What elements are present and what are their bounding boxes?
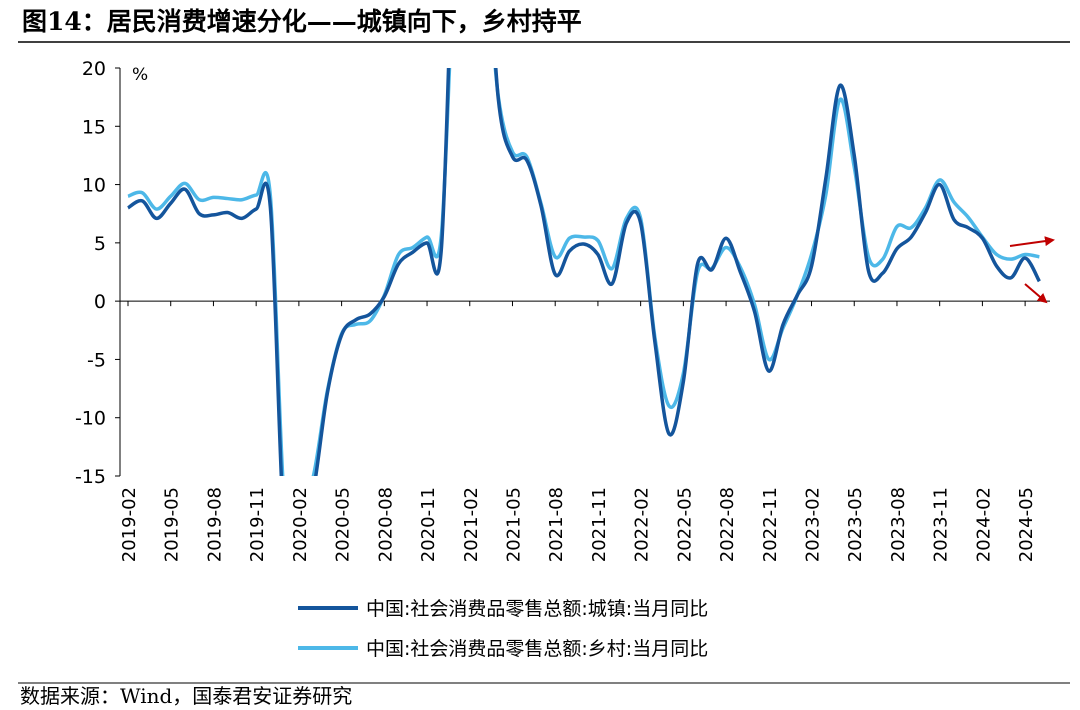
y-tick-label: 15: [82, 116, 106, 138]
x-tick-label: 2019-02: [119, 487, 140, 562]
y-tick-label: 20: [82, 58, 106, 80]
x-tick-label: 2019-11: [247, 487, 268, 562]
x-tick-label: 2020-11: [418, 487, 439, 562]
x-tick-label: 2023-05: [845, 487, 866, 562]
x-tick-label: 2023-11: [931, 487, 952, 562]
chart-title: 图14：居民消费增速分化——城镇向下，乡村持平: [22, 7, 582, 36]
x-tick-label: 2022-08: [717, 487, 738, 562]
y-tick-label: -5: [87, 349, 106, 371]
x-tick-label: 2022-05: [674, 487, 695, 562]
series-line: [127, 68, 1040, 476]
y-tick-label: -10: [75, 408, 106, 430]
x-tick-label: 2022-02: [632, 487, 653, 562]
x-tick-label: 2020-08: [375, 487, 396, 562]
legend-label: 中国:社会消费品零售总额:乡村:当月同比: [366, 638, 708, 660]
plot: -15 -10 -5 0 5 10 15 20 2019-02 2019-05 2019-08 201…: [75, 58, 1050, 660]
x-tick-label: 2023-08: [888, 487, 909, 562]
x-tick-label: 2021-05: [503, 487, 524, 562]
annotation-arrow: [1024, 283, 1048, 304]
x-tick-label: 2020-02: [290, 487, 311, 562]
y-axis-label: %: [132, 65, 148, 85]
x-tick-label: 2019-05: [162, 487, 183, 562]
source: 数据来源：Wind，国泰君安证券研究: [20, 684, 352, 708]
legend-label: 中国:社会消费品零售总额:城镇:当月同比: [366, 598, 708, 620]
y-tick-label: 5: [94, 233, 106, 255]
x-tick-label: 2022-11: [760, 487, 781, 562]
x-tick-label: 2019-08: [204, 487, 225, 562]
x-tick-label: 2024-05: [1016, 487, 1037, 562]
y-tick-label: -15: [75, 466, 106, 488]
y-tick-label: 10: [82, 175, 106, 197]
x-tick-label: 2021-11: [589, 487, 610, 562]
x-tick-label: 2021-08: [546, 487, 567, 562]
series-line: [127, 68, 1041, 476]
annotation-arrow: [1009, 236, 1055, 247]
x-tick-label: 2020-05: [333, 487, 354, 562]
x-tick-label: 2021-02: [461, 487, 482, 562]
x-tick-label: 2023-02: [803, 487, 824, 562]
x-tick-label: 2024-02: [973, 487, 994, 562]
y-tick-label: 0: [94, 291, 106, 313]
